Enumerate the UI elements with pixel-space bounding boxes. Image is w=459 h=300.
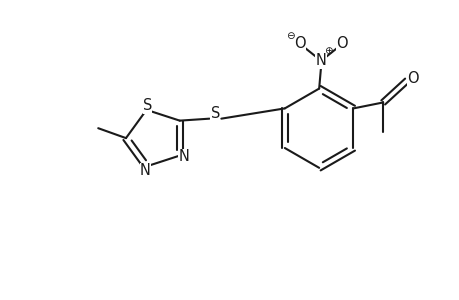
Text: N: N bbox=[315, 53, 326, 68]
Text: O: O bbox=[336, 37, 347, 52]
Text: N: N bbox=[178, 149, 189, 164]
Text: ⊖: ⊖ bbox=[285, 31, 294, 41]
Text: S: S bbox=[210, 106, 219, 121]
Text: S: S bbox=[142, 98, 152, 113]
Text: O: O bbox=[406, 71, 418, 86]
Text: O: O bbox=[294, 37, 306, 52]
Text: ⊕: ⊕ bbox=[324, 46, 332, 56]
Text: N: N bbox=[140, 163, 151, 178]
